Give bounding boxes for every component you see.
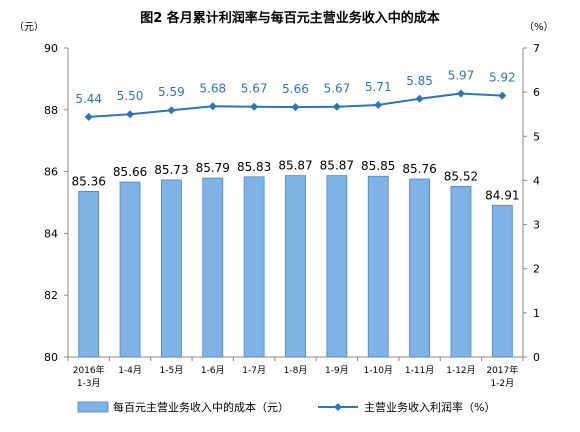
x-tick-label: 1-11月 (405, 365, 434, 376)
cost-bar-label: 85.85 (361, 159, 395, 173)
legend-line-marker (334, 403, 342, 411)
cost-bar (326, 175, 348, 358)
left-tick-label: 88 (44, 104, 58, 117)
profit-rate-point (208, 102, 217, 111)
cost-bar-label: 85.87 (278, 159, 312, 173)
cost-bar-label: 85.36 (72, 174, 106, 188)
profit-rate-point (415, 94, 424, 103)
right-tick-label: 4 (533, 174, 540, 187)
profit-rate-point (126, 110, 135, 119)
cost-bar (243, 176, 265, 358)
profit-rate-label: 5.71 (365, 80, 392, 94)
legend-bar-swatch (77, 401, 109, 413)
profit-rate-point (167, 106, 176, 115)
cost-bar (491, 204, 513, 358)
x-tick-label: 1-2月 (490, 378, 514, 389)
x-tick-label: 1-10月 (364, 365, 393, 376)
profit-rate-point (498, 91, 507, 100)
profit-rate-point (250, 102, 259, 111)
profit-rate-label: 5.97 (448, 68, 475, 82)
profit-rate-label: 5.66 (282, 82, 309, 96)
profit-rate-label: 5.44 (75, 92, 102, 106)
profit-rate-point (332, 102, 341, 111)
profit-rate-point (374, 100, 383, 109)
x-tick-label: 1-9月 (325, 365, 349, 376)
profit-rate-point (291, 103, 300, 112)
profit-rate-label: 5.50 (117, 89, 144, 103)
x-tick-label: 1-4月 (118, 365, 142, 376)
profit-rate-label: 5.92 (489, 71, 516, 85)
chart-title: 图2 各月累计利润率与每百元主营业务收入中的成本 (140, 10, 440, 26)
right-tick-label: 6 (533, 86, 540, 99)
legend-bar-label: 每百元主营业务收入中的成本（元） (113, 400, 289, 414)
legend-line-label: 主营业务收入利润率（%） (364, 400, 495, 414)
cost-bar (119, 181, 141, 358)
left-tick-label: 82 (44, 289, 58, 302)
right-tick-label: 7 (533, 42, 540, 55)
right-tick-label: 1 (533, 307, 540, 320)
right-tick-label: 5 (533, 130, 540, 143)
right-tick-label: 3 (533, 219, 540, 232)
cost-bar (78, 190, 100, 358)
cost-bar (161, 179, 182, 358)
cost-bar (285, 175, 306, 358)
left-axis-unit: （元） (14, 21, 44, 33)
left-tick-label: 80 (44, 351, 58, 364)
profit-rate-label: 5.67 (241, 82, 268, 96)
cost-bar-label: 85.73 (154, 163, 188, 177)
cost-bar (409, 178, 430, 358)
x-tick-label: 1-5月 (160, 365, 184, 376)
profit-rate-label: 5.85 (406, 74, 433, 88)
x-tick-label: 1-3月 (77, 378, 101, 389)
cost-bar (367, 175, 389, 358)
left-tick-label: 86 (44, 166, 58, 179)
cost-bar (450, 186, 472, 358)
cost-bar-label: 85.66 (113, 165, 147, 179)
x-tick-label: 1-12月 (446, 365, 475, 376)
profit-rate-label: 5.67 (324, 82, 351, 96)
x-tick-label: 1-6月 (201, 365, 225, 376)
profit-rate-point (456, 89, 465, 98)
cost-bar-label: 85.87 (320, 159, 354, 173)
cost-bar-label: 85.79 (196, 161, 230, 175)
right-axis-unit: （%） (524, 21, 554, 33)
x-tick-label: 2017年 (486, 364, 518, 376)
left-tick-label: 84 (44, 227, 58, 240)
cost-bar-label: 85.83 (237, 160, 271, 174)
cost-bar (202, 177, 224, 358)
profit-rate-label: 5.59 (158, 85, 185, 99)
profit-rate-point (84, 112, 93, 121)
left-tick-label: 90 (44, 42, 58, 55)
right-tick-label: 0 (533, 351, 540, 364)
profit-rate-label: 5.68 (199, 81, 226, 95)
cost-bar-label: 85.52 (444, 169, 478, 183)
x-tick-label: 2016年 (73, 364, 105, 376)
x-tick-label: 1-7月 (242, 365, 266, 376)
right-tick-label: 2 (533, 263, 540, 276)
cost-bar-label: 85.76 (402, 162, 436, 176)
x-tick-label: 1-8月 (284, 365, 308, 376)
cost-bar-label: 84.91 (485, 188, 519, 202)
